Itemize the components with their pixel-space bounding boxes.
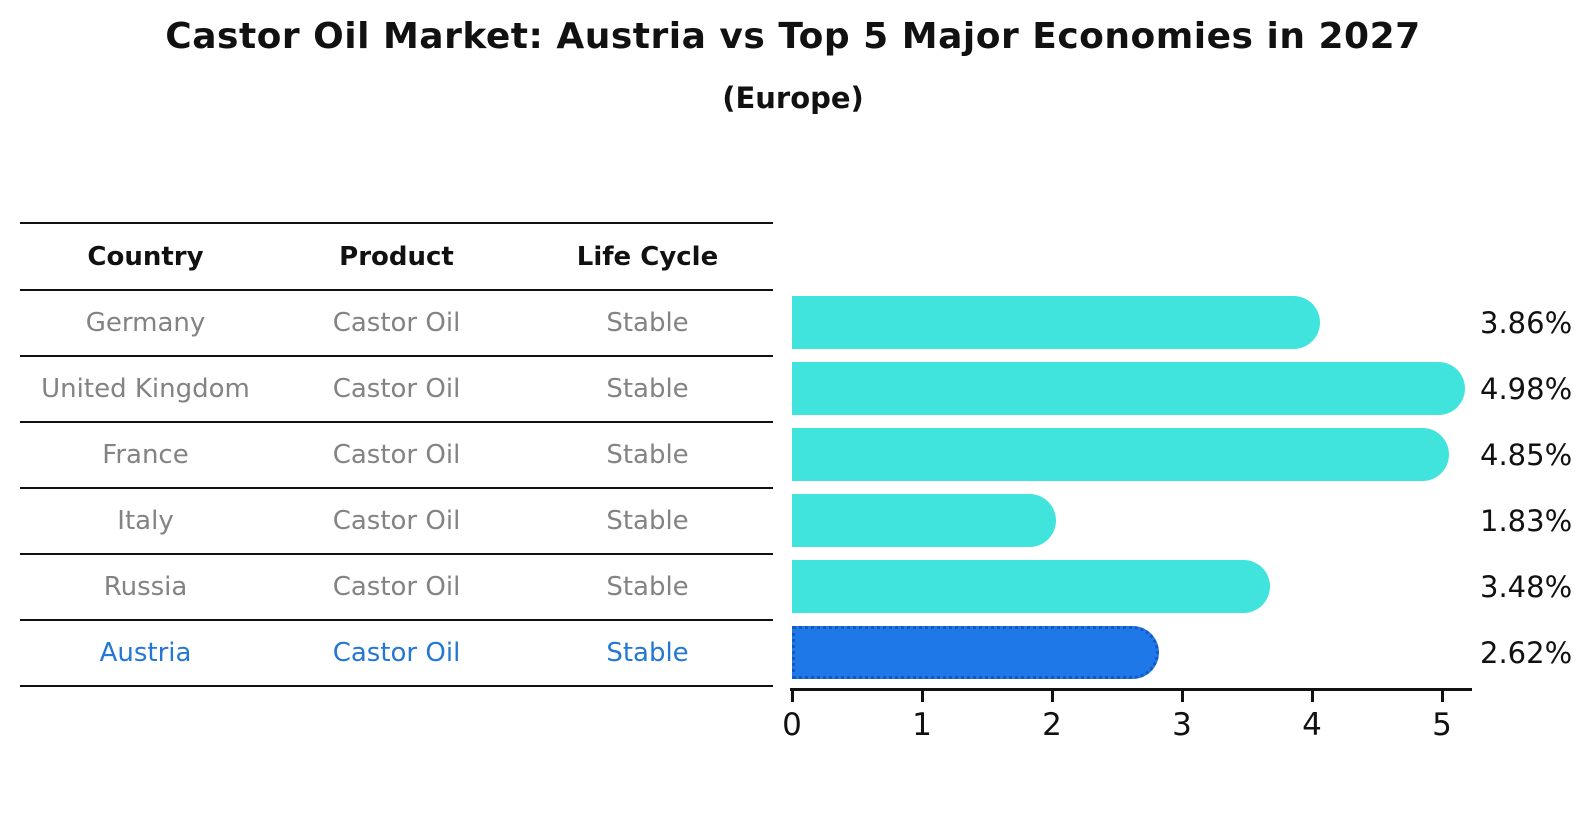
bar-germany: [792, 296, 1320, 349]
x-axis-tick: [1310, 690, 1314, 702]
table-cell-life-cycle: Stable: [606, 374, 689, 404]
bar-united-kingdom: [792, 362, 1466, 415]
x-axis-tick: [1440, 690, 1444, 702]
table-cell-life-cycle: Stable: [606, 572, 689, 602]
bar-value-label: 3.48%: [1480, 570, 1573, 604]
table-cell-country: France: [102, 440, 189, 470]
x-axis-tick: [920, 690, 924, 702]
table-row: Italy Castor Oil Stable: [20, 489, 773, 555]
bar-value-label: 1.83%: [1480, 504, 1573, 538]
table-row: France Castor Oil Stable: [20, 423, 773, 489]
x-axis-tick-label: 3: [1172, 707, 1192, 743]
table-row: Germany Castor Oil Stable: [20, 291, 773, 357]
table-header-product: Product: [339, 241, 454, 272]
bar-value-label: 4.85%: [1480, 438, 1573, 472]
table-rows: Germany Castor Oil Stable United Kingdom Cas…: [20, 291, 773, 687]
table-cell-life-cycle: Stable: [606, 308, 689, 338]
table-header-row: Country Product Life Cycle: [20, 224, 773, 291]
table-cell-product: Castor Oil: [332, 506, 461, 536]
x-axis-tick-label: 0: [782, 707, 802, 743]
table-cell-country: Italy: [117, 506, 174, 536]
table-cell-product: Castor Oil: [332, 440, 461, 470]
bar-france: [792, 428, 1449, 481]
table-header-life-cycle: Life Cycle: [576, 241, 719, 272]
x-axis-tick-label: 5: [1432, 707, 1452, 743]
x-axis-line: [790, 688, 1472, 691]
chart-subtitle: (Europe): [722, 81, 864, 115]
table-cell-country: Russia: [103, 572, 188, 602]
bar-value-label: 3.86%: [1480, 306, 1573, 340]
table-row: Russia Castor Oil Stable: [20, 555, 773, 621]
x-axis-tick-label: 2: [1042, 707, 1062, 743]
table-header-country: Country: [87, 241, 204, 272]
bar-value-label: 4.98%: [1480, 372, 1573, 406]
x-axis-tick-label: 4: [1302, 707, 1322, 743]
table-cell-product: Castor Oil: [332, 638, 461, 668]
bar-italy: [792, 494, 1056, 547]
table-cell-country: Austria: [99, 638, 192, 668]
table-row: Austria Castor Oil Stable: [20, 621, 773, 687]
table-row: United Kingdom Castor Oil Stable: [20, 357, 773, 423]
bar-value-label: 2.62%: [1480, 636, 1573, 670]
x-axis-tick: [790, 690, 794, 702]
table-cell-country: Germany: [85, 308, 206, 338]
table-cell-life-cycle: Stable: [606, 440, 689, 470]
table-cell-product: Castor Oil: [332, 374, 461, 404]
table-cell-life-cycle: Stable: [606, 638, 689, 668]
table-cell-life-cycle: Stable: [606, 506, 689, 536]
chart-title: Castor Oil Market: Austria vs Top 5 Majo…: [165, 16, 1421, 57]
x-axis-tick: [1050, 690, 1054, 702]
x-axis-tick: [1180, 690, 1184, 702]
comparison-table: Country Product Life Cycle Germany Castor…: [20, 222, 773, 687]
x-axis-tick-label: 1: [912, 707, 932, 743]
bar-russia: [792, 560, 1271, 613]
table-cell-product: Castor Oil: [332, 308, 461, 338]
table-cell-product: Castor Oil: [332, 572, 461, 602]
table-cell-country: United Kingdom: [41, 374, 250, 404]
bar-austria: [792, 626, 1159, 679]
